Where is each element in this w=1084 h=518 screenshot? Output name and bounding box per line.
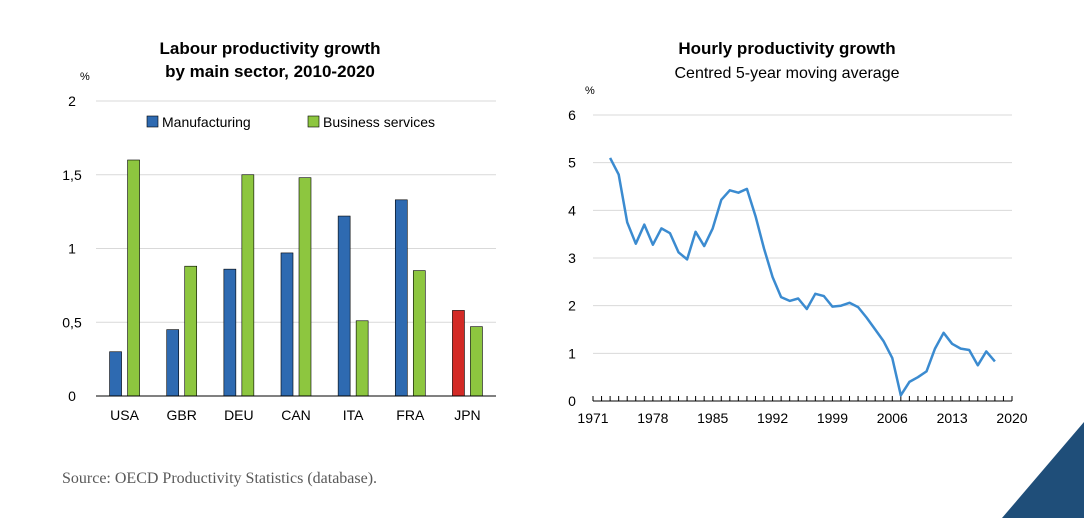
line-chart-unit: % — [585, 85, 595, 97]
line-y-tick-label: 4 — [568, 202, 576, 218]
line-x-tick-label: 2013 — [937, 410, 968, 426]
source-note: Source: OECD Productivity Statistics (da… — [62, 470, 378, 487]
bar-chart-x-ticks: USA GBR DEU CAN ITA FRA JPN — [110, 407, 480, 423]
line-y-tick-label: 5 — [568, 155, 576, 171]
line-chart-minor-ticks — [592, 396, 1013, 401]
bar-jpn-business-services — [470, 326, 483, 397]
line-x-tick-label: 2006 — [877, 410, 908, 426]
line-x-tick-label: 1971 — [577, 410, 608, 426]
line-x-tick-label: 1985 — [697, 410, 728, 426]
bar-y-tick-label: 2 — [68, 93, 76, 109]
line-y-tick-label: 3 — [568, 250, 576, 266]
bar-can-manufacturing — [280, 252, 294, 397]
line-y-tick-label: 6 — [568, 107, 576, 123]
legend-label-manufacturing: Manufacturing — [162, 114, 251, 130]
bar-x-tick-label: FRA — [396, 407, 425, 423]
bar-chart-y-ticks: 0 0,5 1 1,5 2 — [62, 93, 82, 404]
corner-triangle-decoration — [1002, 422, 1084, 518]
line-chart-y-ticks: 0 1 2 3 4 5 6 — [568, 107, 576, 409]
bar-usa-manufacturing — [109, 351, 122, 397]
bar-x-tick-label: GBR — [167, 407, 197, 423]
line-y-tick-label: 0 — [568, 393, 576, 409]
bar-chart-title-line1: Labour productivity growth — [160, 39, 381, 58]
bar-x-tick-label: ITA — [343, 407, 364, 423]
legend-swatch-manufacturing — [146, 115, 159, 128]
bar-y-tick-label: 1 — [68, 241, 76, 257]
bar-gbr-manufacturing — [166, 329, 180, 397]
line-y-tick-label: 1 — [568, 345, 576, 361]
bar-usa-business-services — [127, 159, 140, 397]
bar-chart-legend: Manufacturing Business services — [146, 114, 435, 130]
bar-y-tick-label: 1,5 — [62, 167, 82, 183]
bar-x-tick-label: JPN — [454, 407, 480, 423]
bar-ita-manufacturing — [337, 215, 351, 397]
line-chart-grid — [593, 114, 1012, 354]
bar-gbr-business-services — [184, 265, 198, 397]
legend-label-business-services: Business services — [323, 114, 435, 130]
bar-jpn-manufacturing — [452, 310, 465, 397]
line-x-tick-label: 1992 — [757, 410, 788, 426]
bar-fra-business-services — [412, 270, 426, 397]
bar-fra-manufacturing — [394, 199, 408, 397]
bar-chart-title-line2: by main sector, 2010-2020 — [165, 62, 375, 81]
line-series-path — [608, 157, 996, 397]
bar-x-tick-label: USA — [110, 407, 139, 423]
bar-x-tick-label: DEU — [224, 407, 254, 423]
line-x-tick-label: 1999 — [817, 410, 848, 426]
bar-ita-business-services — [355, 320, 369, 397]
legend-swatch-business-services — [307, 115, 320, 128]
bar-deu-business-services — [241, 174, 255, 397]
bar-deu-manufacturing — [223, 268, 237, 397]
line-y-tick-label: 2 — [568, 298, 576, 314]
bar-x-tick-label: CAN — [281, 407, 311, 423]
bar-chart-unit: % — [80, 71, 90, 83]
bar-y-tick-label: 0 — [68, 388, 76, 404]
line-x-tick-label: 2020 — [996, 410, 1027, 426]
line-chart: Hourly productivity growth Centred 5-yea… — [568, 39, 1028, 426]
bar-y-tick-label: 0,5 — [62, 314, 82, 330]
bar-chart-bars — [109, 159, 483, 397]
line-chart-subtitle: Centred 5-year moving average — [674, 65, 899, 82]
bar-chart-grid — [96, 100, 496, 323]
line-chart-title: Hourly productivity growth — [678, 39, 895, 58]
line-x-tick-label: 1978 — [637, 410, 668, 426]
bar-can-business-services — [298, 177, 312, 397]
line-chart-x-ticks: 1971 1978 1985 1992 1999 2006 2013 2020 — [577, 410, 1027, 426]
bar-chart: Labour productivity growth by main secto… — [62, 39, 496, 423]
